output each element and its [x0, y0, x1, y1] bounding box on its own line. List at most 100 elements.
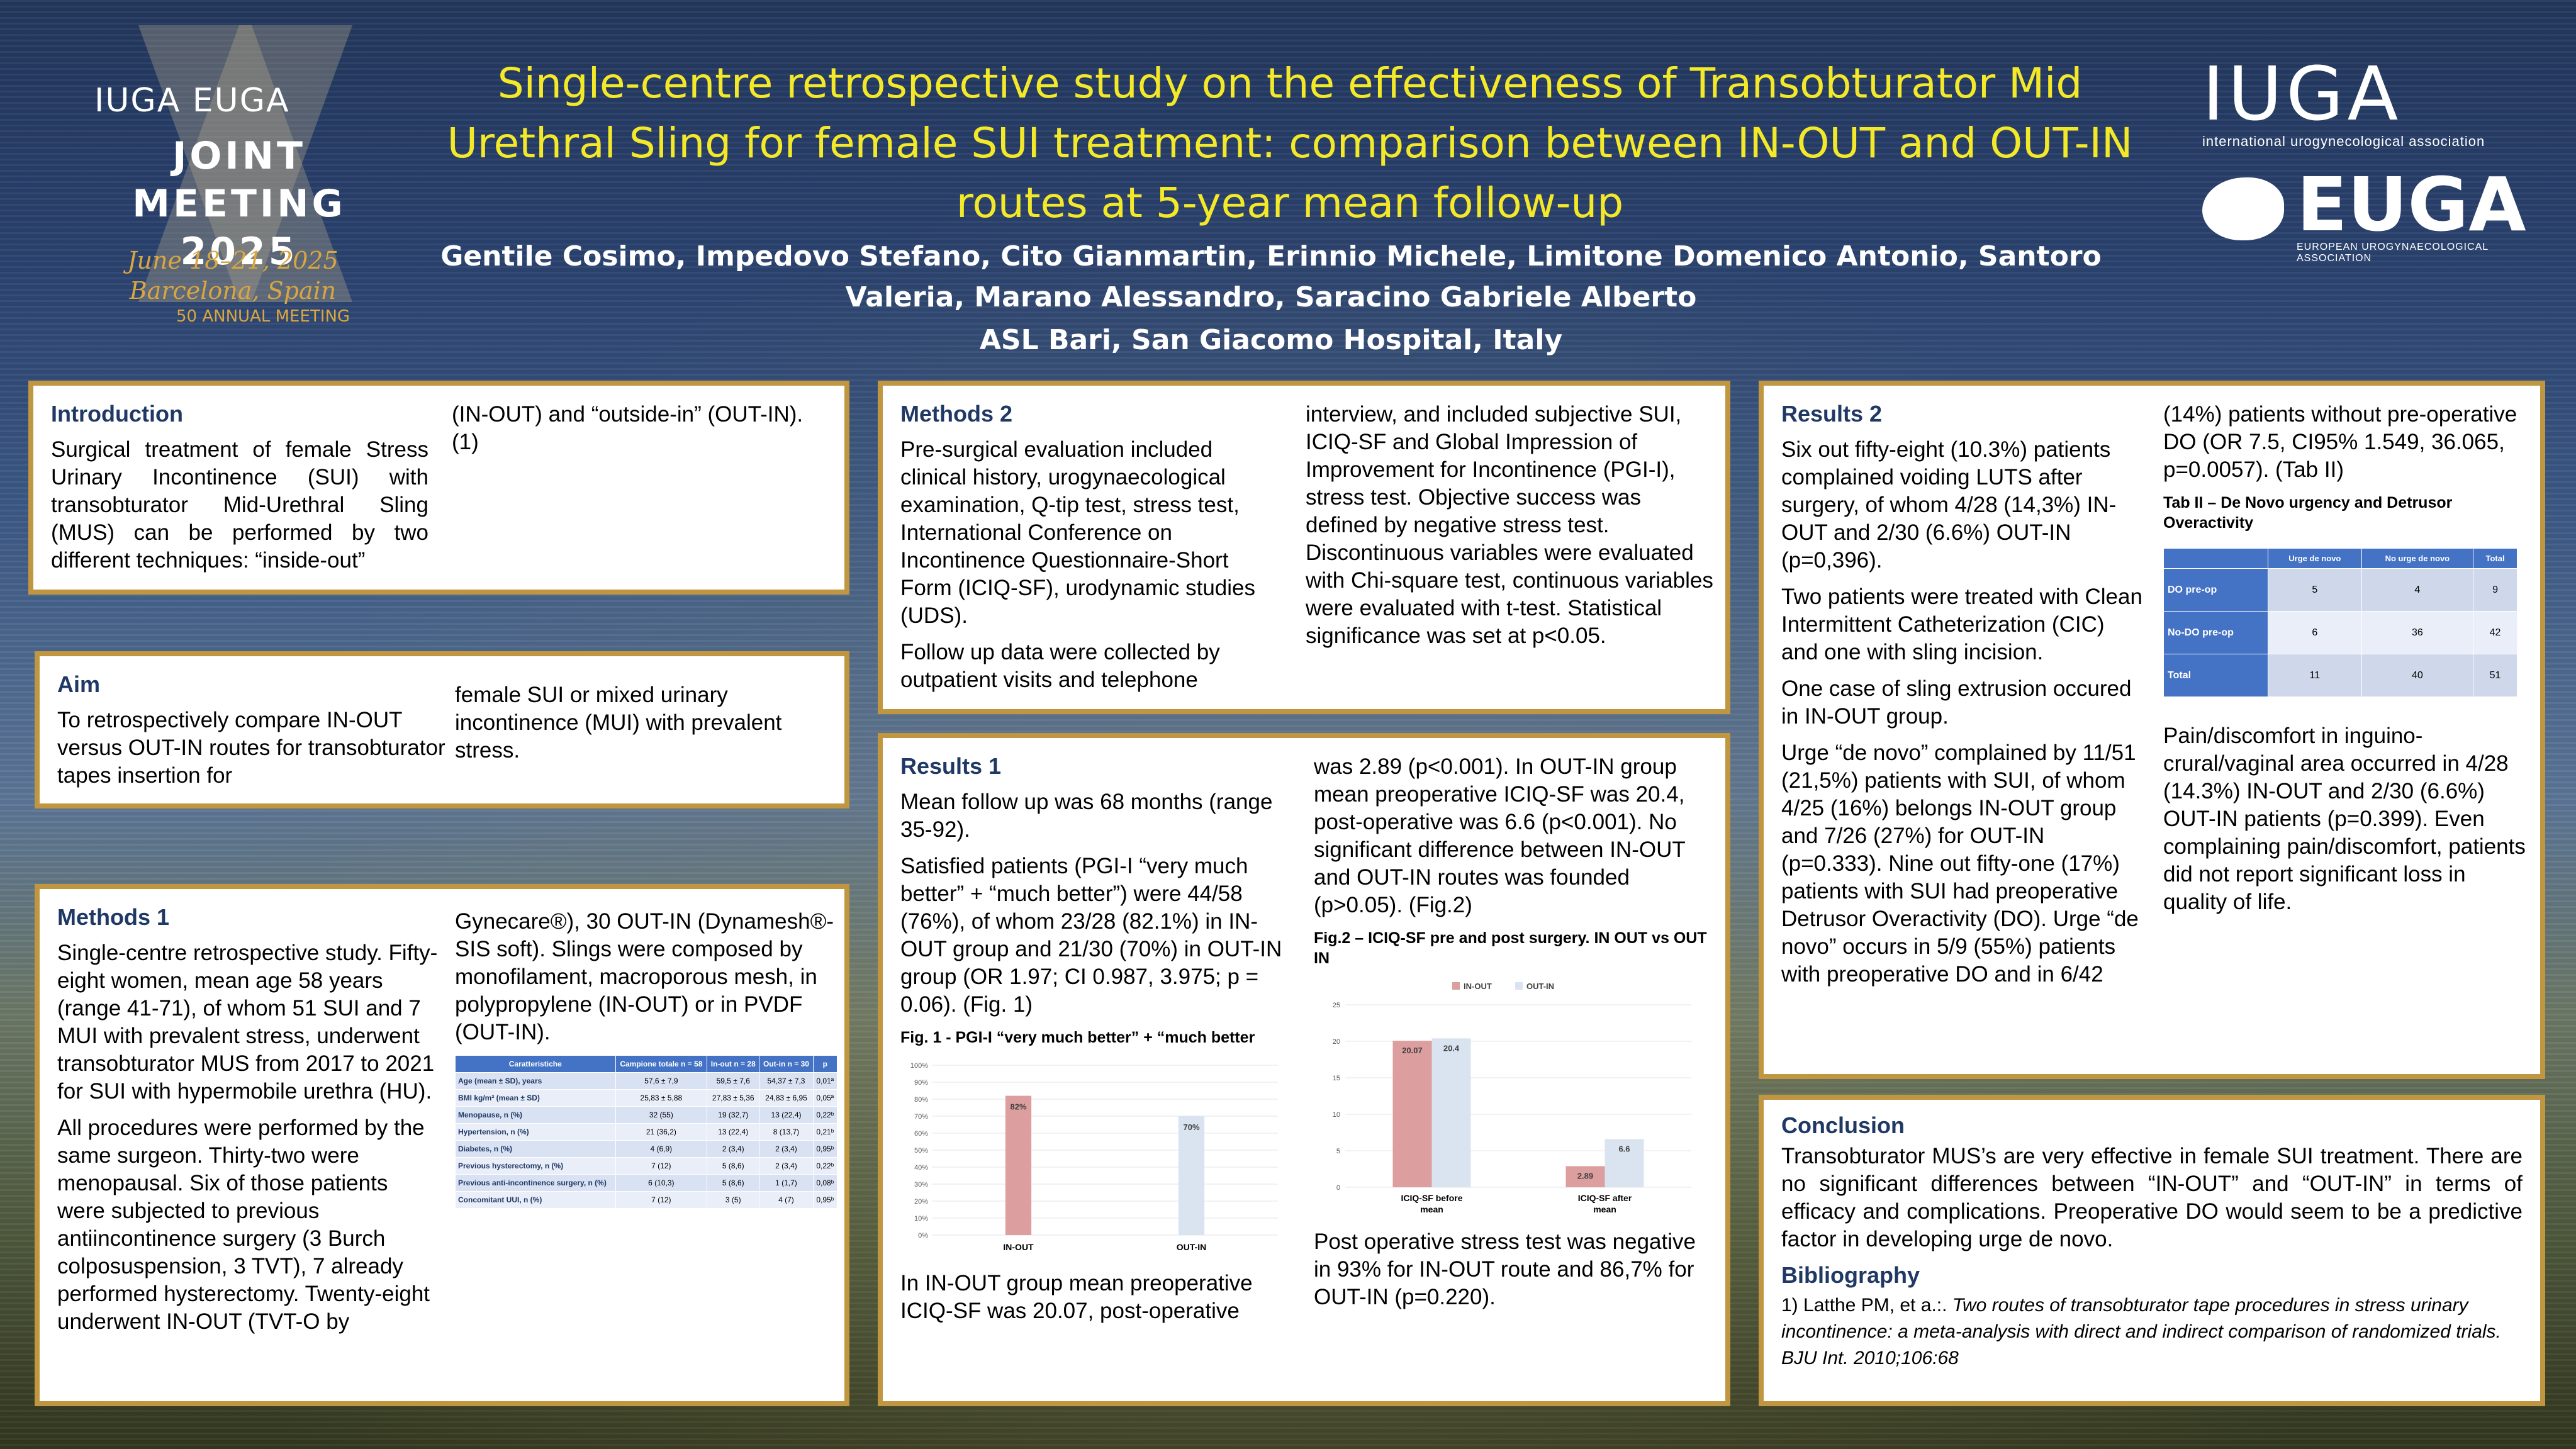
table-cell: 42	[2473, 611, 2517, 654]
table-cell: 0,08ᵇ	[812, 1174, 838, 1192]
table-cell: 0,22ᵇ	[812, 1106, 838, 1124]
table-cell: 0,21ᵇ	[812, 1123, 838, 1141]
y-tick-label: 0%	[918, 1232, 928, 1239]
y-tick-label: 90%	[914, 1079, 928, 1087]
bar	[1565, 1166, 1605, 1187]
ref-title: Two routes of transobturator tape proced…	[1781, 1295, 2501, 1368]
legend-label: OUT-IN	[1526, 982, 1554, 991]
bar	[1604, 1139, 1644, 1187]
methods1-heading: Methods 1	[57, 904, 170, 930]
table-cell: 24,83 ± 6,95	[759, 1089, 814, 1107]
table-cell: 21 (36,2)	[615, 1123, 708, 1141]
methods1-panel: Methods 1 Single-centre retrospective st…	[35, 884, 849, 1406]
table-cell: 0,95ᵇ	[812, 1140, 838, 1158]
methods1-text: Gynecare®), 30 OUT-IN (Dynamesh®-SIS sof…	[455, 909, 834, 1044]
y-tick-label: 100%	[910, 1062, 928, 1070]
y-tick-label: 70%	[914, 1113, 928, 1121]
table-header-row: Caratteristiche Campione totale n = 58 In-…	[455, 1055, 838, 1073]
table-row: Age (mean ± SD), years 57,6 ± 7,9 59,5 ± 7…	[455, 1072, 838, 1090]
table-cell: 0,22ᵇ	[812, 1157, 838, 1175]
meeting-dates: June 18–21, 2025 Barcelona, Spain	[57, 245, 409, 306]
table-cell: 27,83 ± 5,36	[707, 1089, 760, 1107]
tab2-title: Tab II – De Novo urgency and Detrusor Ov…	[2163, 494, 2453, 532]
euga-text: EUGA	[2297, 161, 2526, 248]
table-row: Concomitant UUI, n (%) 7 (12) 3 (5) 4 (7) 0,…	[455, 1191, 838, 1209]
results2-text: (14%) patients without pre-operative DO …	[2163, 402, 2517, 482]
results2-text: Pain/discomfort in inguino-crural/vagina…	[2163, 724, 2526, 914]
table-cell: 13 (22,4)	[707, 1123, 760, 1141]
table-cell: Previous hysterectomy, n (%)	[455, 1157, 616, 1175]
table-cell: 5 (8,6)	[707, 1174, 760, 1192]
conclusion-panel: Conclusion Transobturator MUS’s are very…	[1759, 1095, 2545, 1406]
table-cell: 51	[2473, 654, 2517, 697]
location-text: Barcelona, Spain	[129, 277, 337, 305]
table-cell: 2 (3,4)	[759, 1140, 814, 1158]
data-label: 70%	[1183, 1122, 1199, 1132]
table-cell: 13 (22,4)	[759, 1106, 814, 1124]
x-tick-label: mean	[1420, 1204, 1443, 1214]
methods1-text: Single-centre retrospective study. Fifty…	[57, 941, 438, 1104]
table-cell: 5	[2268, 568, 2362, 612]
results2-text: Two patients were treated with Clean Int…	[1781, 585, 2142, 664]
y-tick-label: 10%	[914, 1215, 928, 1222]
table-header-cell: Out-in n = 30	[759, 1055, 814, 1073]
results1-text: Satisfied patients (PGI-I “very much bet…	[900, 854, 1282, 1017]
table-cell: Total	[2163, 654, 2269, 697]
fig2-title: Fig.2 – ICIQ-SF pre and post surgery. IN…	[1314, 929, 1707, 967]
table-row: No-DO pre-op 6 36 42	[2163, 611, 2517, 654]
y-tick-label: 80%	[914, 1096, 928, 1104]
x-tick-label: IN-OUT	[1003, 1242, 1034, 1252]
table-cell: Menopause, n (%)	[455, 1106, 616, 1124]
anniversary-badge: 50 ANNUAL MEETING	[176, 307, 350, 326]
conclusion-heading: Conclusion	[1781, 1112, 1905, 1138]
x-tick-label: mean	[1593, 1204, 1616, 1214]
table-cell: Diabetes, n (%)	[455, 1140, 616, 1158]
table-cell: 8 (13,7)	[759, 1123, 814, 1141]
conclusion-text: Transobturator MUS’s are very effective …	[1781, 1144, 2523, 1251]
table-row: Previous anti-incontinence surgery, n (%…	[455, 1174, 838, 1192]
y-tick-label: 0	[1336, 1184, 1340, 1192]
table-cell: 7 (12)	[615, 1191, 708, 1209]
iuga-subtitle: international urogynecological associati…	[2202, 133, 2485, 149]
table-cell: 19 (32,7)	[707, 1106, 760, 1124]
table-cell: 36	[2361, 611, 2474, 654]
table-cell: 4 (6,9)	[615, 1140, 708, 1158]
table-cell: BMI kg/m² (mean ± SD)	[455, 1089, 616, 1107]
results2-text: Urge “de novo” complained by 11/51 (21,5…	[1781, 741, 2139, 987]
table-cell: 5 (8,6)	[707, 1157, 760, 1175]
table-cell: 7 (12)	[615, 1157, 708, 1175]
table-cell: 2 (3,4)	[759, 1157, 814, 1175]
meeting-brand: IUGA EUGA	[94, 82, 290, 120]
table-cell: 6 (10,3)	[615, 1174, 708, 1192]
introduction-heading: Introduction	[51, 401, 183, 427]
bar	[1392, 1041, 1432, 1187]
table-cell: 57,6 ± 7,9	[615, 1072, 708, 1090]
joint-meeting-title: JOINT MEETING 2025	[63, 132, 415, 276]
x-tick-label: ICIQ-SF after	[1578, 1193, 1632, 1203]
methods1-text: All procedures were performed by the sam…	[57, 1116, 430, 1334]
table-row: DO pre-op 5 4 9	[2163, 568, 2517, 612]
fig1-bar-chart: 0% 10% 20% 30% 40% 50% 60% 70% 80% 90% 100% 82% IN-O…	[910, 1062, 1278, 1252]
table-header-cell: p	[812, 1055, 838, 1073]
table-cell: 1 (1,7)	[759, 1174, 814, 1192]
results2-panel: Results 2 Six out fifty-eight (10.3%) pa…	[1759, 381, 2545, 1079]
introduction-text-cont: (IN-OUT) and “outside-in” (OUT-IN). (1)	[452, 402, 804, 454]
euga-logo: EUGA	[2202, 167, 2526, 242]
table-cell: 4	[2361, 568, 2474, 612]
table-cell: 25,83 ± 5,88	[615, 1089, 708, 1107]
table-cell: 11	[2268, 654, 2362, 697]
poster-title: Single-centre retrospective study on the…	[447, 59, 2133, 227]
table-header-cell: No urge de novo	[2361, 548, 2474, 569]
y-tick-label: 30%	[914, 1181, 928, 1189]
table-cell: Previous anti-incontinence surgery, n (%…	[455, 1174, 616, 1192]
y-tick-label: 15	[1333, 1075, 1340, 1082]
affiliation: ASL Bari, San Giacomo Hospital, Italy	[979, 324, 1563, 356]
y-tick-label: 50%	[914, 1147, 928, 1155]
table-header-cell: Caratteristiche	[455, 1055, 616, 1073]
methods2-heading: Methods 2	[900, 401, 1013, 427]
results2-text: Six out fifty-eight (10.3%) patients com…	[1781, 437, 2117, 573]
table-cell: 40	[2361, 654, 2474, 697]
table-cell: 9	[2473, 568, 2517, 612]
meeting-logo: IUGA EUGA JOINT MEETING 2025 June 18–21,…	[57, 25, 409, 340]
table-cell: 4 (7)	[759, 1191, 814, 1209]
